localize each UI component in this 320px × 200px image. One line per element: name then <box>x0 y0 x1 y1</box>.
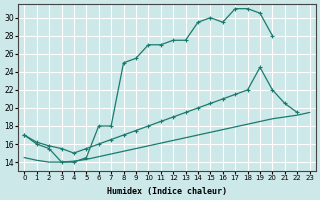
X-axis label: Humidex (Indice chaleur): Humidex (Indice chaleur) <box>107 187 227 196</box>
